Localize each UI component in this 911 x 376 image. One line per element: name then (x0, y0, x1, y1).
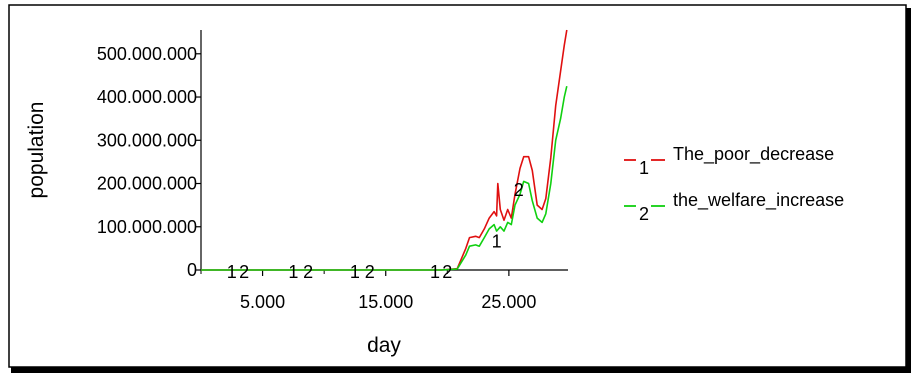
x-ticks: 5.000 15.000 25.000 (200, 270, 536, 312)
y-ticks: 0 100.000.000 200.000.000 300.000.000 400.00… (97, 44, 201, 280)
plot-area: 0 100.000.000 200.000.000 300.000.000 400.00… (97, 29, 568, 312)
series-2-marker: 2 (442, 262, 452, 282)
series-1-marker: 1 (227, 262, 237, 282)
series-line-1 (201, 29, 568, 271)
y-tick-label: 100.000.000 (97, 217, 197, 237)
y-axis-label: population (25, 102, 48, 199)
series-markers: 1 1 1 112 2 2 22 (227, 180, 524, 282)
legend-label: the_welfare_increase (673, 190, 844, 211)
series-1-marker: 1 (288, 262, 298, 282)
x-axis-label: day (367, 334, 401, 357)
series-2-marker: 2 (239, 262, 249, 282)
legend-marker: 1 (639, 158, 649, 178)
series-2-marker: 2 (303, 262, 313, 282)
series-lines (201, 29, 568, 271)
series-2-marker: 2 (514, 180, 524, 200)
legend-label: The_poor_decrease (673, 144, 834, 165)
y-tick-label: 200.000.000 (97, 174, 197, 194)
y-tick-label: 300.000.000 (97, 130, 197, 150)
chart-border (8, 4, 907, 368)
x-tick-label: 15.000 (358, 292, 413, 312)
series-1-marker: 1 (350, 262, 360, 282)
x-tick-label: 5.000 (240, 292, 285, 312)
chart-shadow-bottom (11, 367, 909, 373)
legend: 1 The_poor_decrease 2 the_welfare_increase (624, 144, 844, 224)
chart-shadow-right (906, 8, 911, 373)
series-1-marker: 1 (430, 262, 440, 282)
y-tick-label: 500.000.000 (97, 44, 197, 64)
legend-marker: 2 (639, 204, 649, 224)
y-tick-label: 400.000.000 (97, 87, 197, 107)
series-2-marker: 2 (365, 262, 375, 282)
series-line-2 (201, 86, 568, 271)
x-tick-label: 25.000 (481, 292, 536, 312)
series-1-marker: 1 (492, 232, 502, 252)
y-tick-label: 0 (187, 260, 197, 280)
